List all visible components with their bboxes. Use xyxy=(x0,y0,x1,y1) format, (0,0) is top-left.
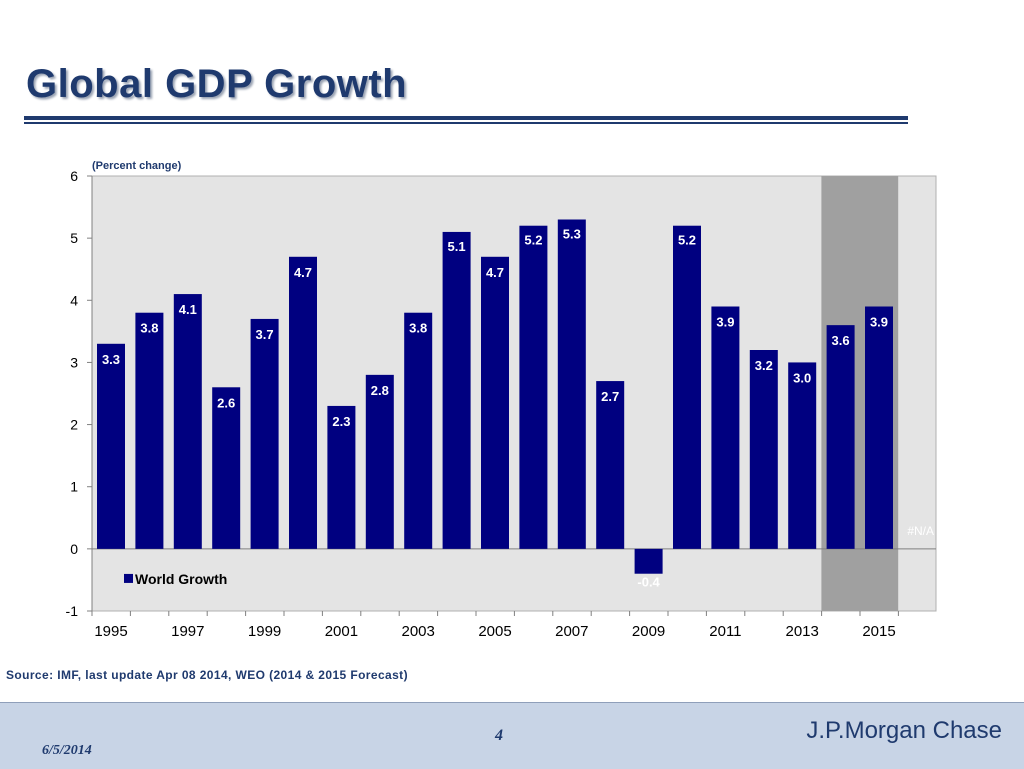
data-label: 3.9 xyxy=(870,315,888,330)
footer-date: 6/5/2014 xyxy=(42,743,92,758)
data-label: 3.3 xyxy=(102,352,120,367)
data-label: 3.8 xyxy=(140,321,158,336)
x-tick-label: 2007 xyxy=(555,623,588,640)
x-tick-label: 1999 xyxy=(248,623,281,640)
bar xyxy=(557,219,586,549)
data-label: 2.3 xyxy=(332,414,350,429)
bar xyxy=(135,312,164,549)
bar xyxy=(826,325,855,549)
data-label: 5.2 xyxy=(524,233,542,248)
bar xyxy=(289,256,317,549)
data-label: 3.7 xyxy=(256,327,274,342)
data-label: 5.1 xyxy=(448,239,466,254)
data-label: 5.2 xyxy=(678,233,696,248)
bar xyxy=(173,294,202,549)
data-label: 2.7 xyxy=(601,389,619,404)
data-label: 3.9 xyxy=(716,315,734,330)
page-number: 4 xyxy=(495,727,503,744)
y-tick-label: 4 xyxy=(70,292,78,308)
bar xyxy=(788,362,817,549)
x-tick-label: 2013 xyxy=(786,623,819,640)
bar xyxy=(365,374,394,549)
bar xyxy=(250,318,279,549)
bar xyxy=(519,225,548,549)
legend-swatch xyxy=(124,573,133,583)
data-label: 5.3 xyxy=(563,227,581,242)
x-tick-label: 2011 xyxy=(709,623,741,640)
y-tick-label: 5 xyxy=(70,230,78,246)
bar xyxy=(749,350,778,549)
bar xyxy=(596,381,625,549)
footer-bar: 6/5/2014 4 J.P.Morgan Chase xyxy=(0,702,1024,769)
bar xyxy=(634,548,663,574)
x-tick-label: 1997 xyxy=(171,623,204,640)
bar xyxy=(442,231,471,549)
y-tick-label: 0 xyxy=(70,541,78,557)
bar xyxy=(711,306,740,549)
bar xyxy=(212,387,241,549)
bar xyxy=(404,312,433,549)
data-label: 2.6 xyxy=(217,395,235,410)
y-tick-label: 1 xyxy=(70,479,78,495)
brand-name: J.P.Morgan Chase xyxy=(806,717,1002,744)
x-tick-label: 2015 xyxy=(862,623,895,640)
forecast-label: #N/A xyxy=(907,524,934,538)
x-tick-label: 2003 xyxy=(402,623,435,640)
y-tick-label: 6 xyxy=(70,168,78,184)
x-tick-label: 1995 xyxy=(94,623,127,640)
bar xyxy=(481,256,509,549)
data-label: 3.6 xyxy=(832,333,850,348)
y-tick-label: 3 xyxy=(70,354,78,370)
y-tick-label: -1 xyxy=(66,603,79,619)
page-title: Global GDP Growth xyxy=(26,62,408,106)
legend-label: World Growth xyxy=(135,571,227,587)
bar xyxy=(97,343,125,549)
y-tick-label: 2 xyxy=(70,417,78,433)
title-divider-thin xyxy=(24,122,908,124)
data-label: 4.7 xyxy=(486,265,504,280)
x-tick-label: 2001 xyxy=(325,623,358,640)
data-label: 4.1 xyxy=(179,302,197,317)
chart-subtitle: (Percent change) xyxy=(92,160,182,172)
x-tick-label: 2005 xyxy=(478,623,511,640)
source-note: Source: IMF, last update Apr 08 2014, WE… xyxy=(6,668,408,682)
title-divider xyxy=(24,116,908,120)
data-label: 3.2 xyxy=(755,358,773,373)
data-label: 3.8 xyxy=(409,321,427,336)
gdp-bar-chart: -1 0 1 2 3 4 5 6 3.3 3.8 4.1 2.6 3.7 4.7 2.3 2.8 3.8 5.1 4… xyxy=(66,160,937,640)
bar xyxy=(327,405,356,549)
data-label: 2.8 xyxy=(371,383,389,398)
bar xyxy=(673,225,701,549)
bar xyxy=(865,306,893,549)
data-label: 3.0 xyxy=(793,370,811,385)
x-tick-label: 2009 xyxy=(632,623,665,640)
data-label: -0.4 xyxy=(637,575,660,590)
data-label: 4.7 xyxy=(294,265,312,280)
